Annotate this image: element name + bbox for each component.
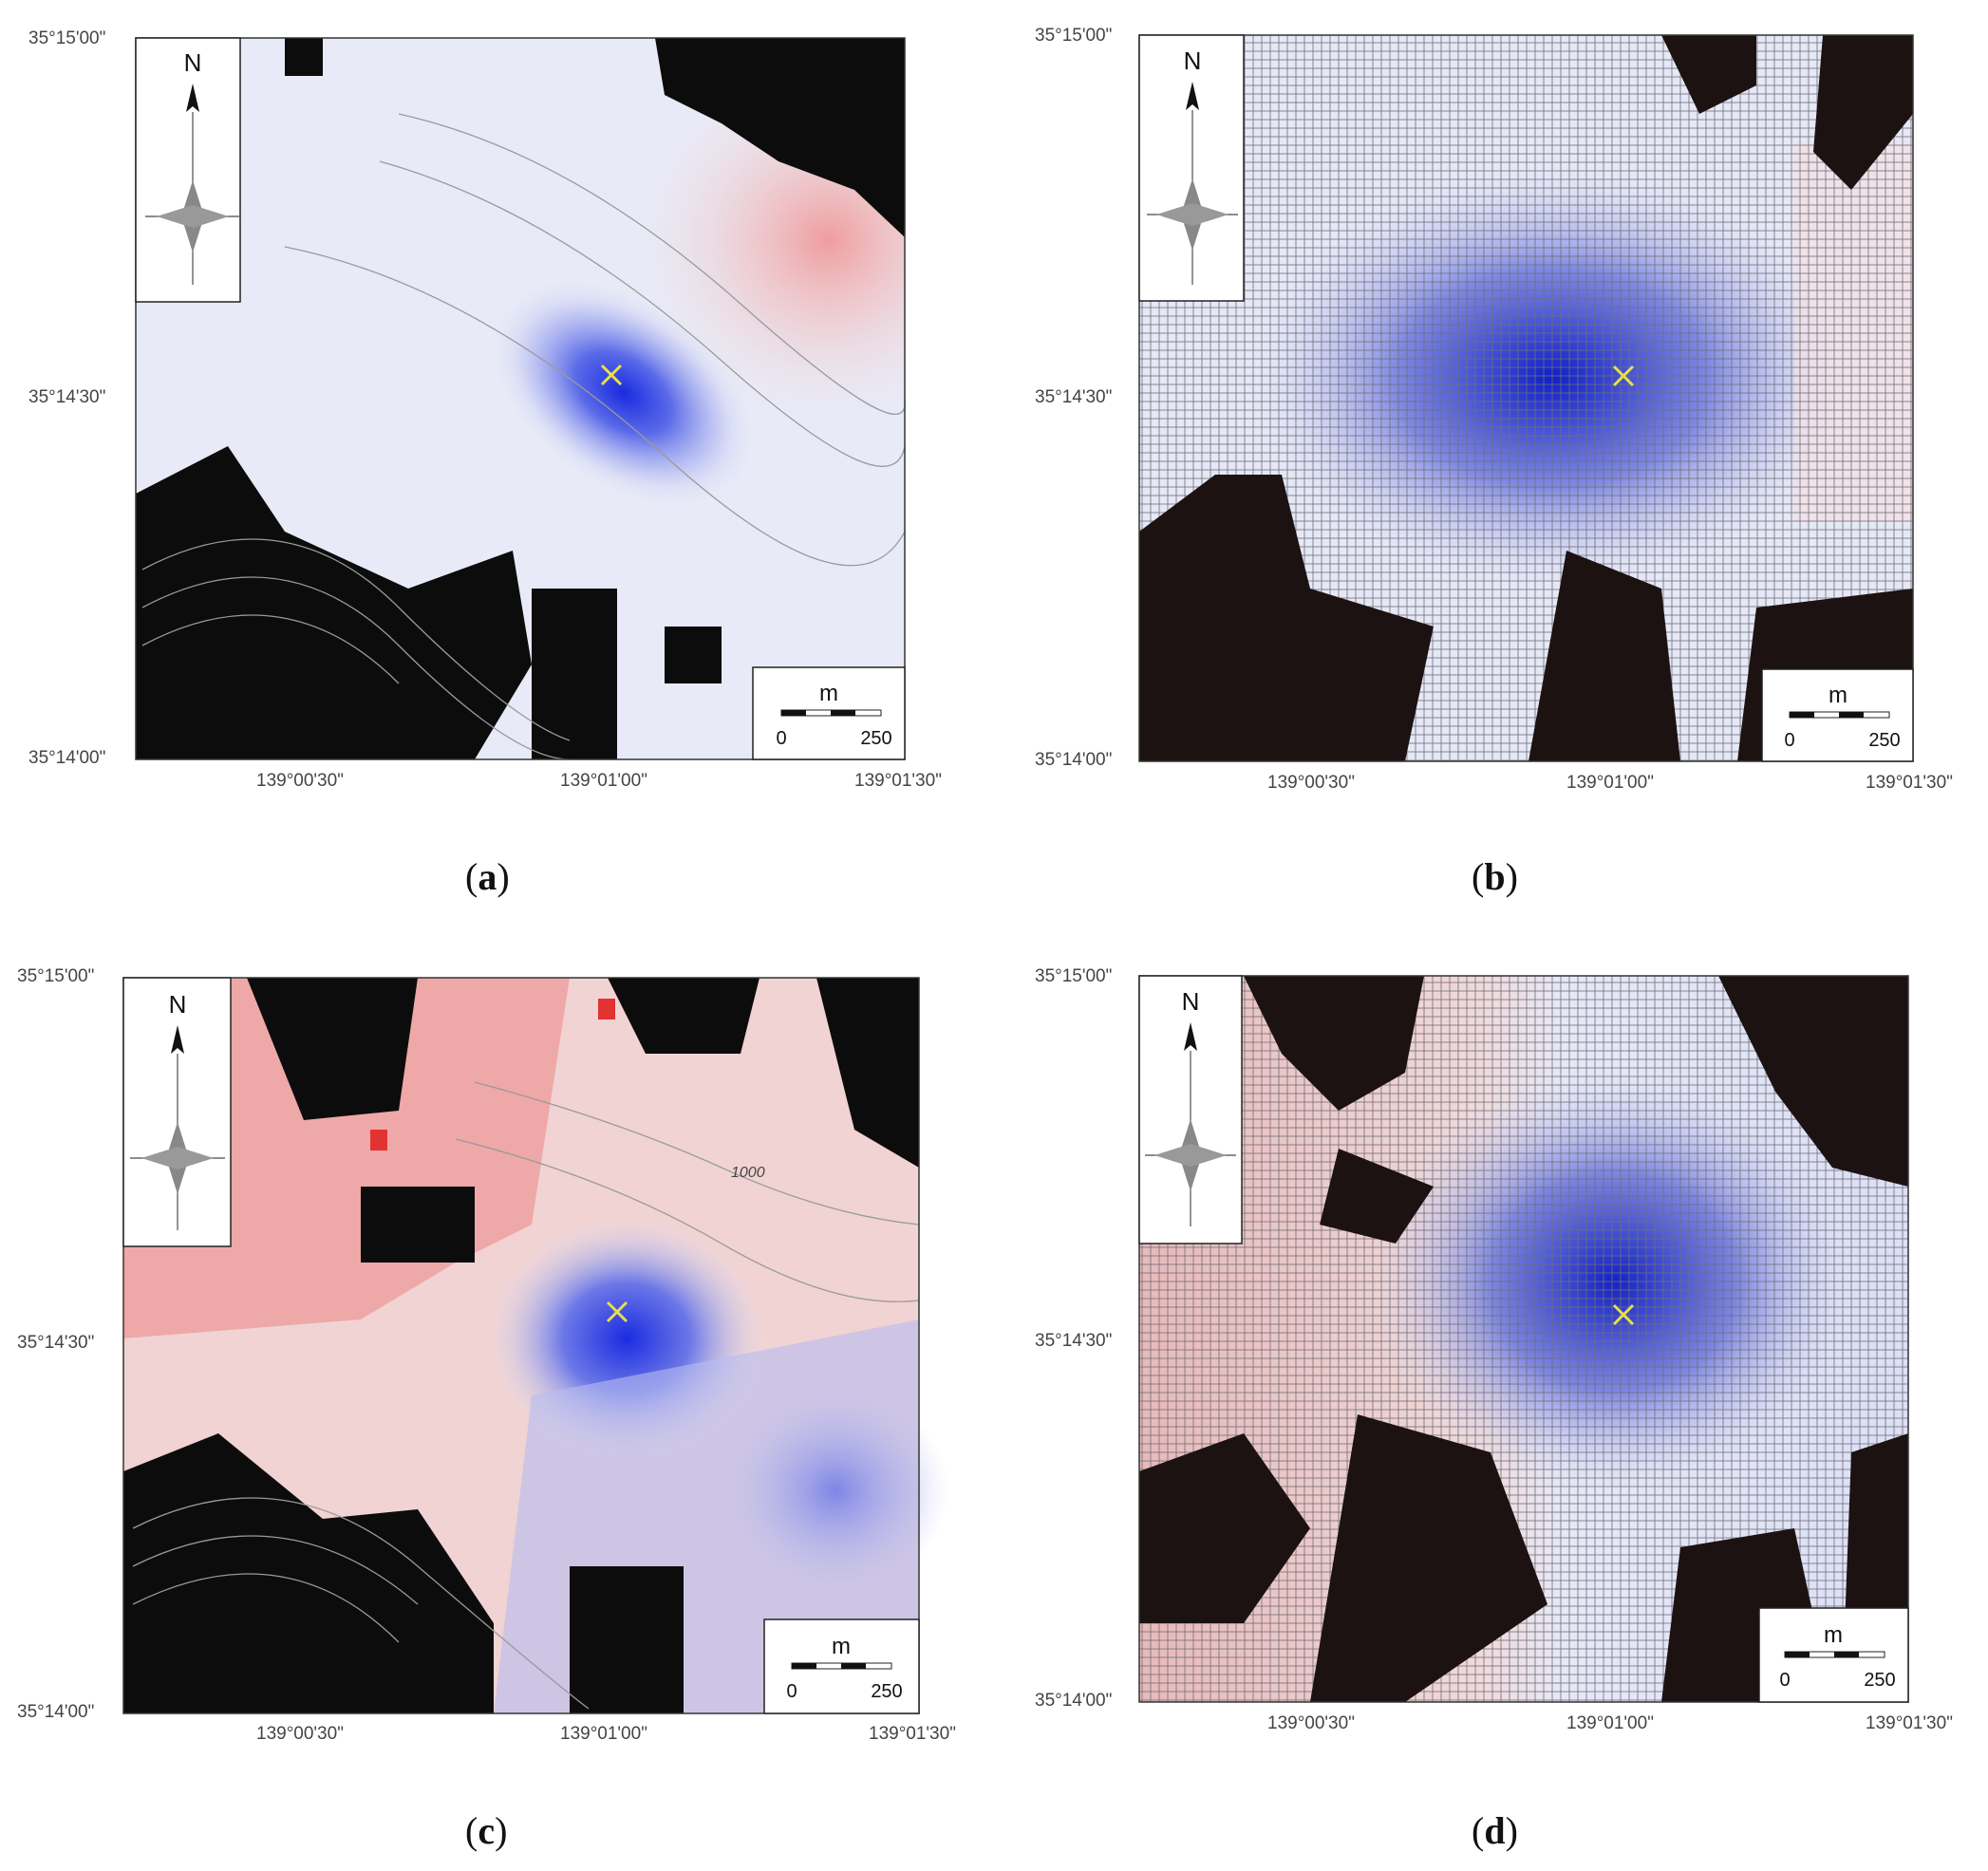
svg-text:250: 250 xyxy=(860,728,891,749)
lon-label: 139°01'30" xyxy=(1866,773,1953,793)
map-panel-a: N m 0 250 35°15'00" 35°14'30" 35°14'00" … xyxy=(0,0,987,911)
lon-label: 139°00'30" xyxy=(256,1724,344,1744)
svg-text:m: m xyxy=(832,1634,851,1659)
lat-label: 35°14'30" xyxy=(17,1333,95,1353)
svg-text:0: 0 xyxy=(786,1681,797,1702)
north-arrow-box xyxy=(135,37,241,303)
lon-label: 139°00'30" xyxy=(256,771,344,791)
map-panel-b: N m 0 250 35°15'00" 35°14'30" 35°14'00" … xyxy=(997,0,1984,911)
svg-text:250: 250 xyxy=(1868,730,1900,751)
lon-label: 139°01'00" xyxy=(560,771,647,791)
svg-text:0: 0 xyxy=(776,728,786,749)
svg-text:N: N xyxy=(184,48,202,77)
lat-label: 35°14'00" xyxy=(1035,750,1113,770)
lon-label: 139°00'30" xyxy=(1267,773,1355,793)
caption-c: (c) xyxy=(465,1809,508,1852)
map-panel-c: 1000 N m 0 250 35°15'00" 35°14'30" 35°14… xyxy=(0,940,987,1870)
lon-label: 139°00'30" xyxy=(1267,1713,1355,1733)
lon-label: 139°01'30" xyxy=(1866,1713,1953,1733)
caption-d: (d) xyxy=(1472,1809,1518,1852)
map-a-svg: N m 0 250 xyxy=(135,37,906,760)
svg-text:N: N xyxy=(169,990,187,1019)
map-d-svg: N m 0 250 xyxy=(1138,975,1909,1703)
svg-text:N: N xyxy=(1182,987,1200,1016)
lat-label: 35°15'00" xyxy=(1035,966,1113,986)
lat-label: 35°14'00" xyxy=(28,748,106,768)
lat-label: 35°15'00" xyxy=(1035,26,1113,46)
lon-label: 139°01'00" xyxy=(1566,1713,1654,1733)
lat-label: 35°15'00" xyxy=(28,28,106,48)
lon-label: 139°01'00" xyxy=(560,1724,647,1744)
svg-text:m: m xyxy=(1824,1622,1843,1648)
svg-text:250: 250 xyxy=(1864,1670,1895,1691)
svg-text:N: N xyxy=(1184,47,1202,75)
lon-label: 139°01'30" xyxy=(869,1724,956,1744)
map-b-svg: N m 0 250 xyxy=(1138,34,1914,762)
svg-text:250: 250 xyxy=(871,1681,902,1702)
svg-text:m: m xyxy=(1829,683,1847,708)
lat-label: 35°15'00" xyxy=(17,966,95,986)
scale-bar-box: m 0 250 xyxy=(752,666,906,760)
caption-b: (b) xyxy=(1472,855,1518,898)
lat-label: 35°14'30" xyxy=(1035,1331,1113,1351)
lat-label: 35°14'00" xyxy=(1035,1691,1113,1711)
map-c-svg: 1000 N m 0 250 xyxy=(122,977,949,1714)
lon-label: 139°01'00" xyxy=(1566,773,1654,793)
lat-label: 35°14'30" xyxy=(28,387,106,407)
svg-text:1000: 1000 xyxy=(731,1165,765,1181)
lon-label: 139°01'30" xyxy=(854,771,942,791)
map-panel-d: N m 0 250 35°15'00" 35°14'30" 35°14'00" … xyxy=(997,940,1984,1870)
svg-text:0: 0 xyxy=(1779,1670,1790,1691)
lat-label: 35°14'00" xyxy=(17,1702,95,1722)
caption-a: (a) xyxy=(465,855,510,898)
svg-text:m: m xyxy=(819,681,838,706)
lat-label: 35°14'30" xyxy=(1035,387,1113,407)
svg-text:0: 0 xyxy=(1784,730,1794,751)
